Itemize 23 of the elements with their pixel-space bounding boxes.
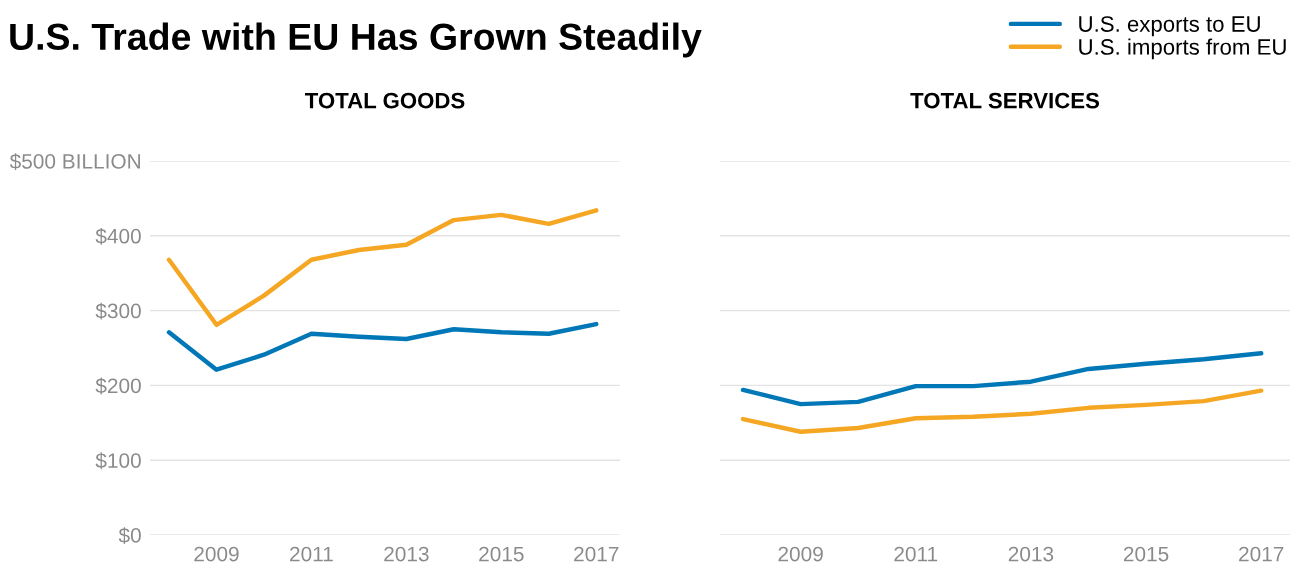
legend-label: U.S. imports from EU bbox=[1079, 38, 1286, 60]
x-tick-label: 2009 bbox=[194, 546, 239, 562]
chart-title: U.S. Trade with EU Has Grown Steadily bbox=[10, 22, 702, 58]
y-tick-label: $400 bbox=[95, 227, 141, 245]
x-tick-label: 2011 bbox=[894, 546, 938, 562]
chart-subtitle: TOTAL GOODS bbox=[304, 92, 465, 109]
y-tick-label: $500 BILLION bbox=[9, 153, 140, 170]
x-tick-label: 2011 bbox=[290, 546, 333, 562]
line-series bbox=[166, 321, 599, 372]
x-tick-label: 2009 bbox=[778, 546, 823, 562]
y-tick-label: $0 bbox=[118, 527, 141, 544]
x-tick-label: 2015 bbox=[1123, 546, 1169, 562]
y-tick-label: $200 bbox=[95, 377, 141, 395]
x-tick-label: 2015 bbox=[479, 546, 524, 562]
x-tick-label: 2017 bbox=[574, 546, 619, 562]
y-tick-label: $100 bbox=[95, 452, 141, 470]
line-series bbox=[166, 208, 599, 328]
x-tick-label: 2013 bbox=[384, 546, 429, 562]
chart-subtitle: TOTAL SERVICES bbox=[910, 92, 1100, 109]
x-tick-label: 2013 bbox=[1008, 546, 1054, 562]
y-tick-label: $300 bbox=[95, 302, 141, 320]
legend-label: U.S. exports to EU bbox=[1079, 16, 1260, 37]
x-tick-label: 2017 bbox=[1239, 546, 1284, 562]
